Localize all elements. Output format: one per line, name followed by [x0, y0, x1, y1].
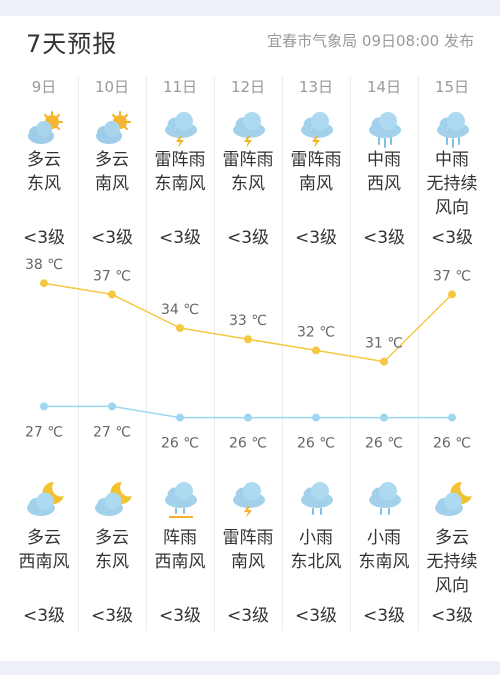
night-weather-text: 多云 — [435, 528, 469, 548]
day-weather-text: 中雨 — [435, 150, 469, 170]
moderate-rain-icon — [364, 108, 406, 150]
moderate-rain-icon — [432, 108, 474, 150]
day-wind-direction: 东风 — [231, 174, 265, 194]
forecast-date: 9日 — [31, 78, 57, 96]
forecast-date: 12日 — [230, 78, 266, 96]
day-weather-text: 雷阵雨 — [222, 150, 274, 170]
night-wind-direction: 东南风 — [358, 552, 410, 572]
forecast-day-column[interactable]: 12日 雷阵雨 东风 <3级 雷阵雨 南风 <3级 — [214, 76, 282, 631]
light-rain-icon — [364, 478, 406, 520]
night-wind-direction: 南风 — [231, 552, 265, 572]
column-divider — [350, 76, 351, 631]
column-divider — [214, 76, 215, 631]
publish-info: 宜春市气象局 09日08:00 发布 — [267, 32, 474, 50]
night-wind-level: <3级 — [362, 606, 406, 626]
night-wind-level: <3级 — [158, 606, 202, 626]
light-rain-icon — [296, 478, 338, 520]
day-weather-text: 雷阵雨 — [290, 150, 342, 170]
night-wind-level: <3级 — [294, 606, 338, 626]
night-wind-level: <3级 — [430, 606, 474, 626]
night-weather-text: 多云 — [95, 528, 129, 548]
day-wind-level: <3级 — [226, 228, 270, 248]
forecast-day-column[interactable]: 11日 雷阵雨 东南风 <3级 阵雨 西南风 <3级 — [146, 76, 214, 631]
thunder-shower-icon — [228, 108, 270, 150]
day-wind-direction: 东南风 — [154, 174, 206, 194]
cloudy-moon-icon — [24, 478, 66, 520]
day-wind-direction: 东风 — [27, 174, 61, 194]
night-wind-level: <3级 — [22, 606, 66, 626]
forecast-day-column[interactable]: 15日 中雨 无持续风向 <3级 多云 无持续风向 <3级 — [418, 76, 486, 631]
day-wind-level: <3级 — [22, 228, 66, 248]
forecast-day-column[interactable]: 9日 多云 东风 <3级 多云 西南风 <3级 — [10, 76, 78, 631]
day-weather-text: 中雨 — [367, 150, 401, 170]
day-wind-level: <3级 — [90, 228, 134, 248]
day-wind-direction: 西风 — [367, 174, 401, 194]
day-weather-text: 雷阵雨 — [154, 150, 206, 170]
forecast-date: 14日 — [366, 78, 402, 96]
thunder-shower-icon — [160, 108, 202, 150]
night-wind-direction: 西南风 — [154, 552, 206, 572]
forecast-date: 10日 — [94, 78, 130, 96]
forecast-day-column[interactable]: 13日 雷阵雨 南风 <3级 小雨 东北风 <3级 — [282, 76, 350, 631]
forecast-day-column[interactable]: 14日 中雨 西风 <3级 小雨 东南风 <3级 — [350, 76, 418, 631]
partly-cloudy-sun-icon — [24, 108, 66, 150]
shower-icon — [160, 478, 202, 520]
forecast-date: 11日 — [162, 78, 198, 96]
day-wind-level: <3级 — [362, 228, 406, 248]
day-weather-text: 多云 — [27, 150, 61, 170]
day-wind-level: <3级 — [430, 228, 474, 248]
day-wind-direction: 南风 — [299, 174, 333, 194]
thunder-shower-icon — [296, 108, 338, 150]
forecast-day-column[interactable]: 10日 多云 南风 <3级 多云 东风 <3级 — [78, 76, 146, 631]
night-wind-level: <3级 — [226, 606, 270, 626]
page-title: 7天预报 — [26, 30, 118, 58]
day-wind-level: <3级 — [158, 228, 202, 248]
forecast-date: 13日 — [298, 78, 334, 96]
night-weather-text: 小雨 — [299, 528, 333, 548]
day-wind-direction: 无持续风向 — [426, 174, 478, 218]
night-weather-text: 雷阵雨 — [222, 528, 274, 548]
day-wind-direction: 南风 — [95, 174, 129, 194]
night-weather-text: 小雨 — [367, 528, 401, 548]
column-divider — [146, 76, 147, 631]
night-wind-direction: 无持续风向 — [426, 552, 478, 596]
partly-cloudy-sun-icon — [92, 108, 134, 150]
cloudy-moon-icon — [432, 478, 474, 520]
column-divider — [282, 76, 283, 631]
night-wind-direction: 西南风 — [18, 552, 70, 572]
thunder-shower-icon — [228, 478, 270, 520]
night-wind-direction: 东风 — [95, 552, 129, 572]
cloudy-moon-icon — [92, 478, 134, 520]
forecast-date: 15日 — [434, 78, 470, 96]
day-weather-text: 多云 — [95, 150, 129, 170]
day-wind-level: <3级 — [294, 228, 338, 248]
night-wind-direction: 东北风 — [290, 552, 342, 572]
night-wind-level: <3级 — [90, 606, 134, 626]
night-weather-text: 阵雨 — [163, 528, 197, 548]
night-weather-text: 多云 — [27, 528, 61, 548]
column-divider — [78, 76, 79, 631]
column-divider — [418, 76, 419, 631]
